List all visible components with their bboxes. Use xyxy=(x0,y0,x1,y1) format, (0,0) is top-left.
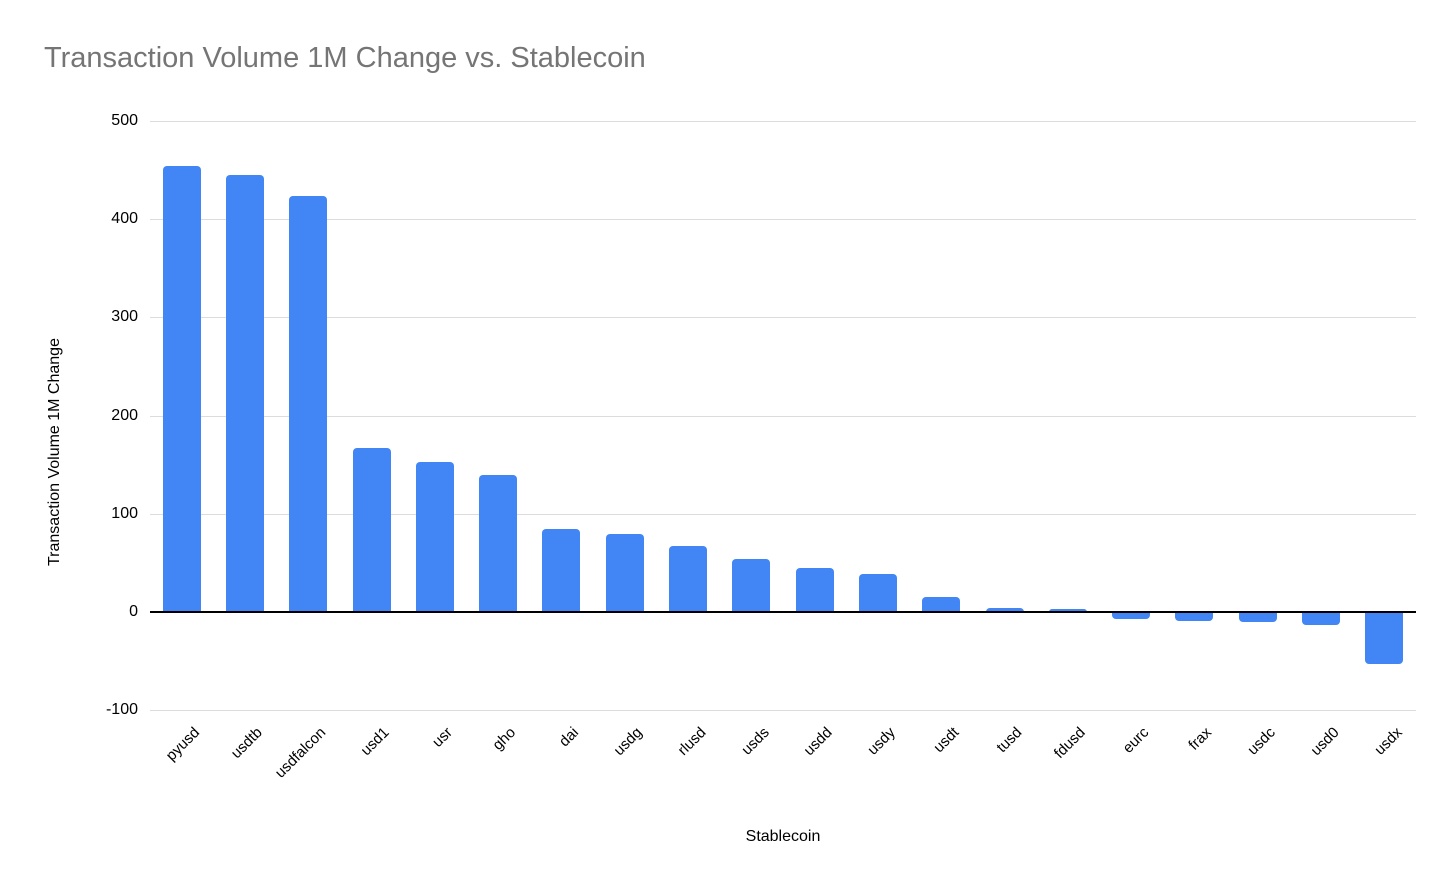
y-tick-label: 100 xyxy=(111,504,138,522)
bar-usdy xyxy=(858,573,897,612)
bar-pyusd xyxy=(162,166,201,612)
x-tick-label-pyusd: pyusd xyxy=(162,724,203,765)
x-tick-label-tusd: tusd xyxy=(993,724,1026,757)
bar-usdx xyxy=(1365,611,1404,664)
bar-usr xyxy=(415,461,454,612)
bar-usdtb xyxy=(225,174,264,612)
x-tick-label-gho: gho xyxy=(489,724,520,754)
bar-usd1 xyxy=(352,447,391,612)
y-tick-label: 400 xyxy=(111,210,138,228)
bar-gho xyxy=(479,475,518,612)
y-tick-label: 300 xyxy=(111,308,138,326)
bar-usd0 xyxy=(1302,611,1341,625)
bar-dai xyxy=(542,529,581,612)
bar-usdg xyxy=(605,534,644,612)
x-tick-label-usds: usds xyxy=(737,724,773,759)
x-tick-label-usd0: usd0 xyxy=(1307,724,1343,760)
x-tick-label-rlusd: rlusd xyxy=(674,724,710,760)
gridline-300 xyxy=(150,317,1416,319)
gridline-100 xyxy=(150,513,1416,515)
bar-rlusd xyxy=(669,546,708,612)
bar-usdt xyxy=(922,597,961,612)
x-tick-label-dai: dai xyxy=(556,724,583,751)
gridline--100 xyxy=(150,710,1416,711)
bar-usdfalcon xyxy=(289,195,328,612)
bar-frax xyxy=(1175,611,1214,621)
bar-tusd xyxy=(985,607,1024,612)
y-tick-label: -100 xyxy=(105,701,138,718)
x-tick-label-usdt: usdt xyxy=(930,724,963,757)
x-tick-label-usd1: usd1 xyxy=(357,724,393,760)
bar-fdusd xyxy=(1048,608,1087,612)
chart-title: Transaction Volume 1M Change vs. Stablec… xyxy=(44,42,646,74)
x-axis-line xyxy=(150,610,1416,613)
y-tick-label: 500 xyxy=(111,112,138,129)
x-tick-label-usdtb: usdtb xyxy=(227,724,266,762)
x-tick-label-frax: frax xyxy=(1185,724,1216,754)
x-tick-label-usdfalcon: usdfalcon xyxy=(271,724,330,782)
gridline-400 xyxy=(150,219,1416,221)
x-axis-title: Stablecoin xyxy=(745,828,821,845)
y-tick-label: 0 xyxy=(129,602,138,620)
y-tick-label: 200 xyxy=(111,406,138,424)
x-tick-label-usdg: usdg xyxy=(610,724,646,760)
x-tick-label-eurc: eurc xyxy=(1119,724,1153,757)
y-axis-title: Transaction Volume 1M Change xyxy=(46,338,63,566)
bar-usdd xyxy=(795,567,834,612)
x-tick-label-fdusd: fdusd xyxy=(1050,724,1089,762)
x-tick-label-usdd: usdd xyxy=(800,724,836,760)
x-tick-label-usdc: usdc xyxy=(1244,724,1279,759)
bar-eurc xyxy=(1112,611,1151,619)
gridline-500 xyxy=(150,121,1416,122)
bar-usds xyxy=(732,558,771,612)
x-tick-label-usdy: usdy xyxy=(864,724,899,759)
bar-usdc xyxy=(1238,611,1277,622)
x-tick-label-usdx: usdx xyxy=(1370,724,1406,759)
gridline-200 xyxy=(150,415,1416,417)
x-tick-label-usr: usr xyxy=(429,724,456,751)
